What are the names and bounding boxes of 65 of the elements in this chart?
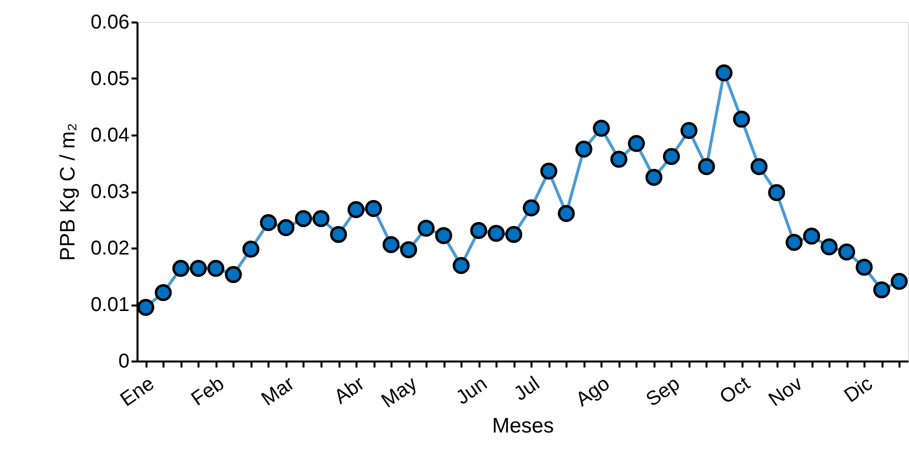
x-tick-label: Mar (258, 372, 299, 410)
point (154, 284, 172, 302)
point (488, 224, 505, 242)
point (260, 214, 277, 232)
point (294, 210, 312, 228)
y-tick-label: 0.03 (90, 181, 130, 203)
point (470, 222, 488, 239)
point (418, 220, 435, 237)
point (137, 298, 154, 316)
point (733, 110, 750, 128)
x-axis-title: Meses (492, 414, 554, 438)
point (803, 228, 820, 245)
point (452, 257, 470, 274)
point (505, 226, 522, 243)
x-tick-label: Sep (642, 372, 684, 412)
point (575, 140, 592, 158)
point (786, 234, 803, 251)
x-tick-label: Jul (510, 372, 544, 406)
point (820, 238, 838, 256)
point (592, 120, 610, 137)
x-tick-label: Feb (188, 372, 228, 410)
point (856, 258, 873, 276)
point (365, 200, 382, 217)
point (224, 266, 242, 284)
x-tick-label: Jun (452, 372, 492, 410)
point (750, 158, 768, 176)
y-tick-label: 0.01 (90, 294, 130, 316)
point (662, 148, 680, 165)
x-tick-label: Abr (330, 372, 369, 409)
point (680, 122, 698, 139)
point (645, 168, 662, 186)
y-tick-label: 0.05 (90, 68, 130, 90)
point (242, 240, 260, 258)
point (838, 243, 856, 260)
point (207, 260, 224, 277)
y-axis-title: PPB Kg C / m₂ (56, 123, 80, 261)
point (348, 201, 365, 218)
point (330, 226, 348, 243)
point (400, 241, 418, 258)
point (522, 199, 540, 216)
x-tick-label: Dic (840, 372, 877, 408)
point (716, 64, 733, 82)
point (610, 150, 628, 168)
point (190, 260, 207, 277)
point (890, 272, 908, 290)
point (558, 205, 575, 222)
x-tick-label: May (378, 372, 422, 412)
point (873, 281, 890, 298)
point (277, 219, 294, 236)
point (435, 227, 452, 244)
y-tick-label: 0.06 (90, 12, 130, 34)
y-tick-label: 0 (118, 350, 130, 372)
x-tick-label: Ene (116, 372, 158, 412)
point (172, 260, 190, 277)
point (628, 134, 645, 152)
point (768, 184, 786, 202)
x-tick-label: Oct (716, 372, 754, 409)
x-tick-label: Ago (572, 372, 614, 412)
x-tick-label: Nov (764, 372, 807, 412)
point (698, 158, 715, 176)
y-tick-label: 0.02 (90, 238, 130, 260)
point (540, 162, 558, 180)
point (312, 210, 330, 228)
point (382, 236, 400, 254)
y-tick-label: 0.04 (90, 124, 130, 146)
